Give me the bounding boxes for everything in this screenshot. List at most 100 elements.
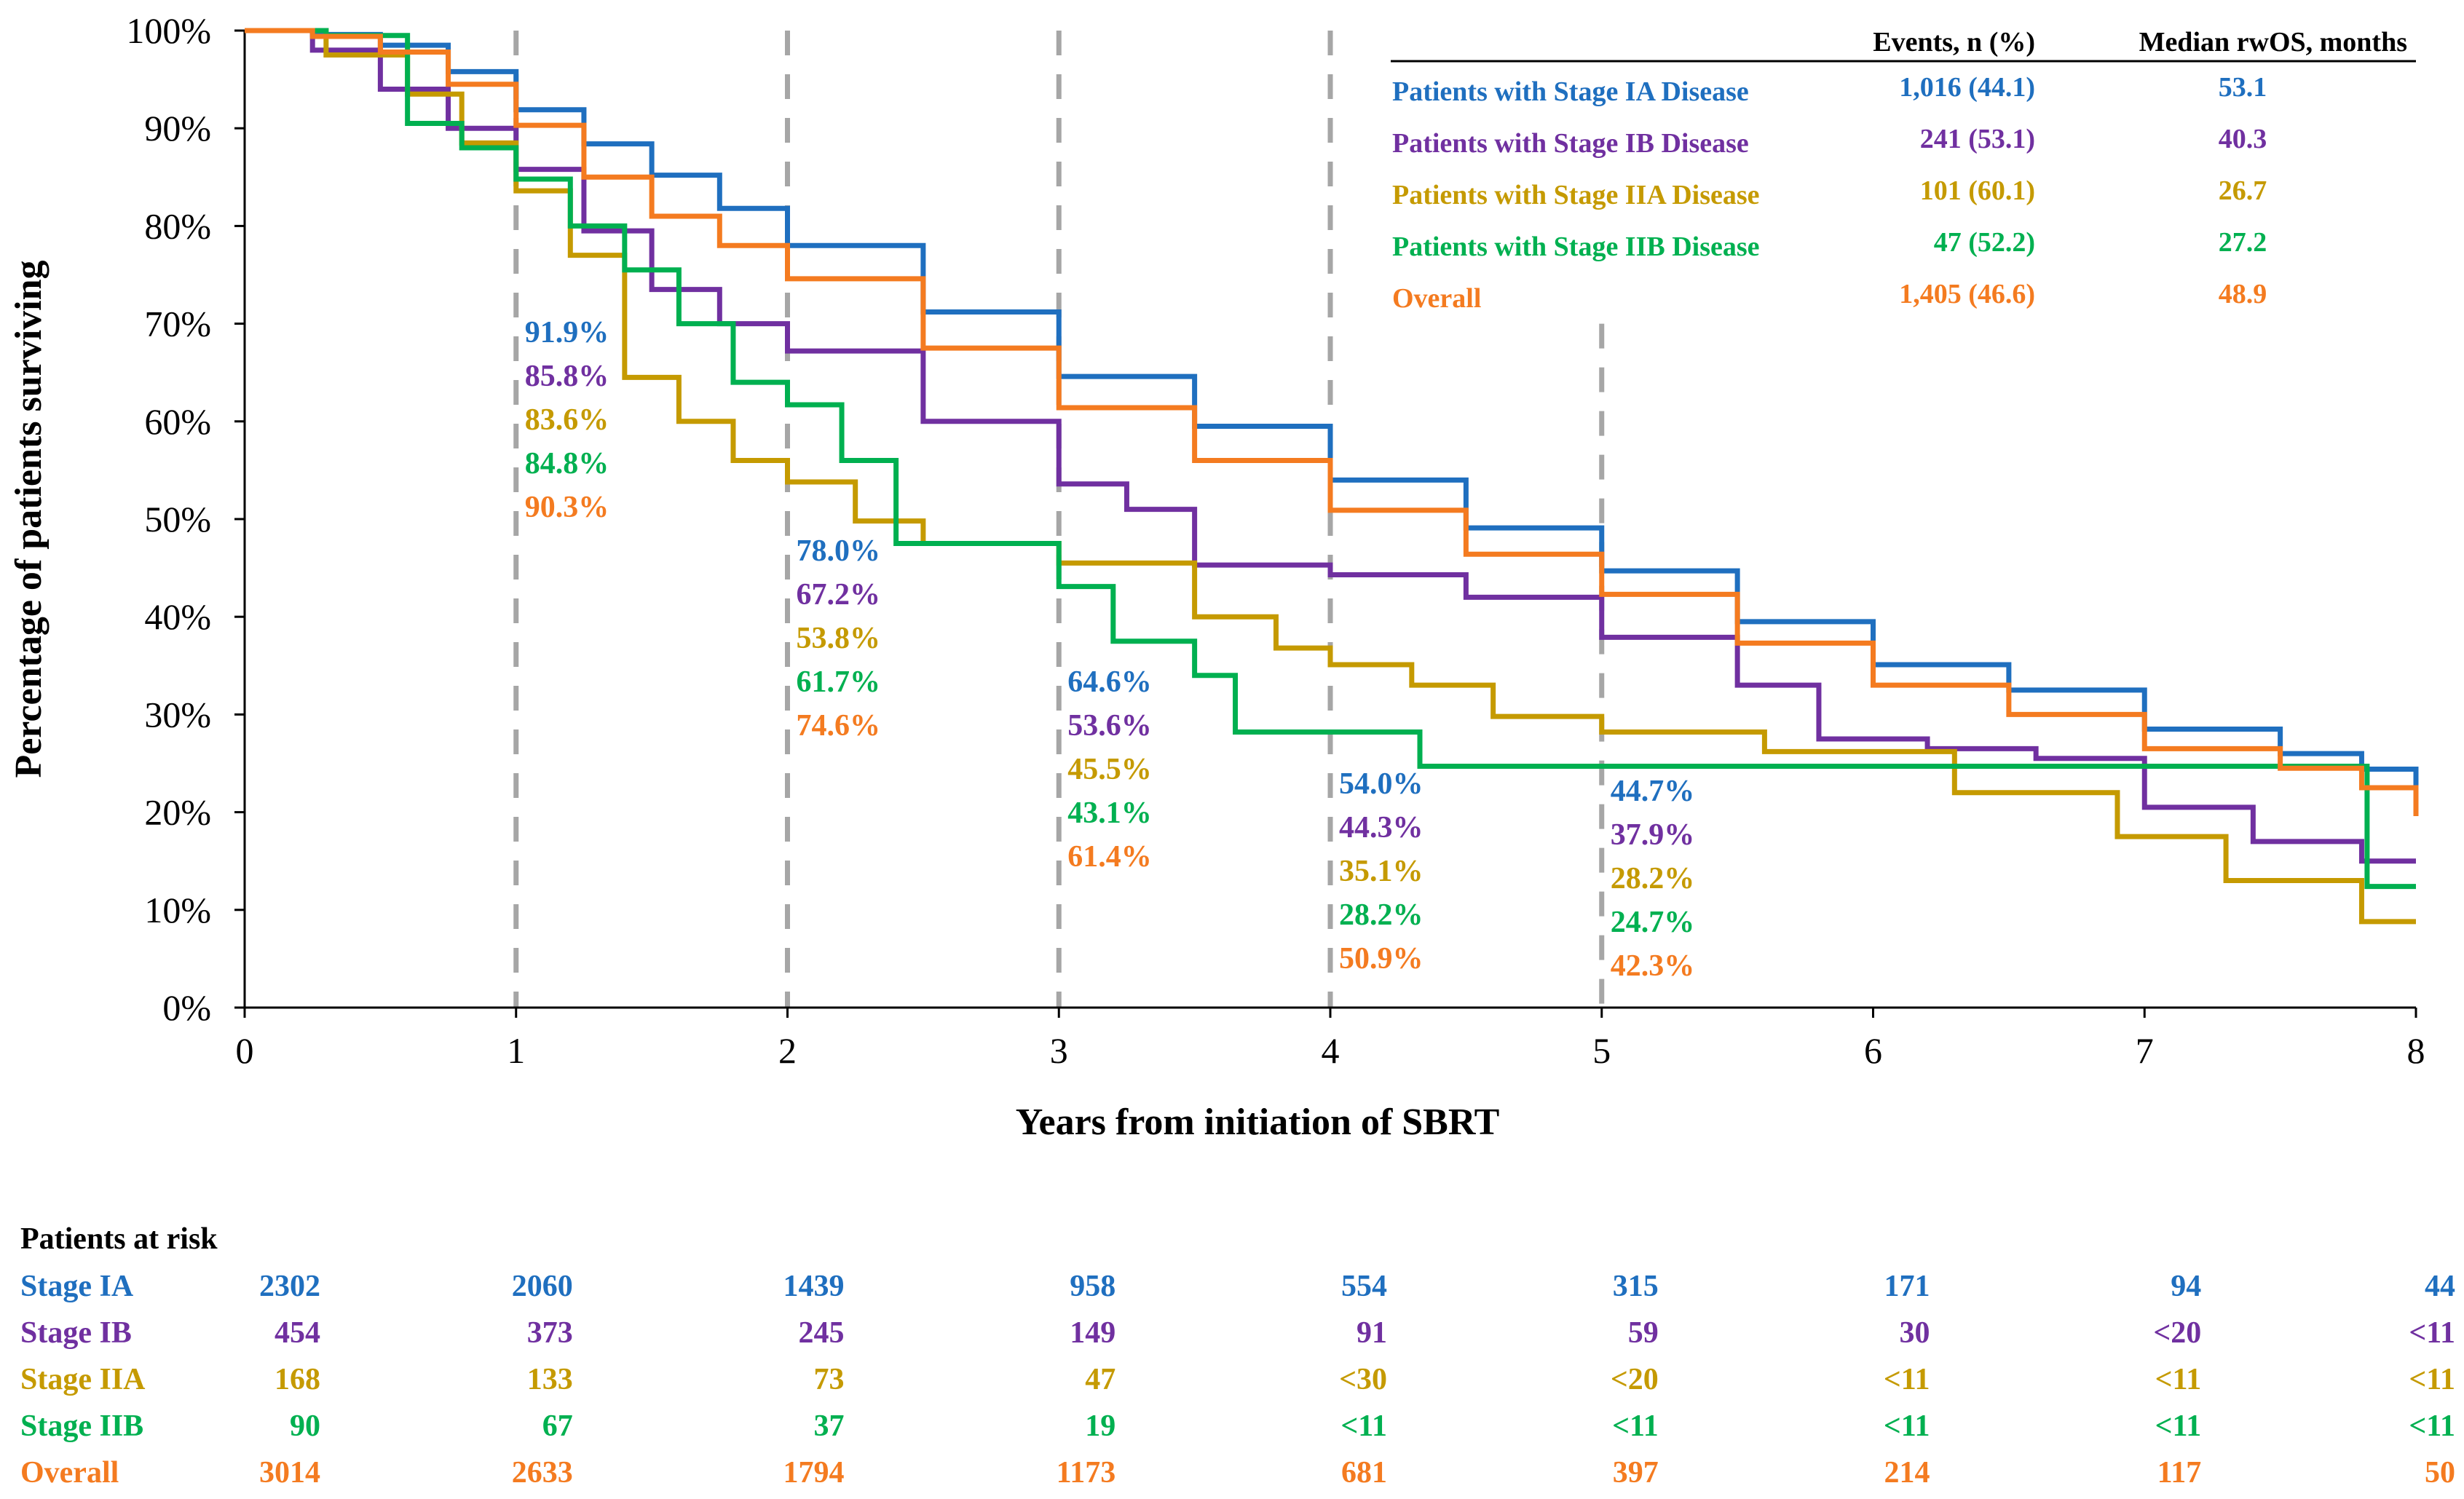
risk-cell: 44 (2425, 1270, 2455, 1303)
risk-cell: <11 (2155, 1363, 2202, 1396)
risk-cell: 117 (2157, 1456, 2202, 1490)
annotation-label: 64.6% (1067, 665, 1152, 699)
risk-row-label: Overall (20, 1456, 119, 1490)
annotation-label: 37.9% (1611, 818, 1695, 852)
risk-cell: 3014 (259, 1456, 320, 1490)
series-line-0 (245, 28, 2419, 795)
risk-cell: 2302 (259, 1270, 320, 1303)
annotation-label: 24.7% (1611, 906, 1695, 939)
legend-entry-median: 27.2 (2219, 227, 2267, 258)
annotation-label: 74.6% (797, 709, 881, 743)
annotation-label: 43.1% (1067, 796, 1152, 830)
annotation-label: 91.9% (525, 316, 609, 349)
y-tick-label: 90% (144, 108, 211, 149)
series-line-3 (245, 28, 2416, 890)
x-tick-label: 3 (1050, 1030, 1068, 1071)
risk-cell: <20 (2153, 1316, 2201, 1350)
risk-cell: 37 (814, 1409, 845, 1443)
legend-entry-events: 101 (60.1) (1920, 175, 2035, 206)
legend: Events, n (%) Median rwOS, months Patients… (1391, 27, 2416, 314)
axes: 0% 10% 20% 30% 40% 50% 60% 70% 80% 90% 100% 0 1 2 3 4 5 6… (8, 10, 2425, 1143)
annotation-label: 67.2% (797, 578, 881, 612)
series-line-4 (245, 28, 2419, 816)
legend-entry-events: 241 (53.1) (1920, 124, 2035, 154)
risk-cell: <11 (2155, 1409, 2202, 1443)
risk-cell: 149 (1070, 1316, 1115, 1350)
risk-row-label: Stage IA (20, 1270, 134, 1303)
x-axis-title: Years from initiation of SBRT (1016, 1101, 1500, 1143)
annotation-label: 35.1% (1339, 855, 1423, 888)
annotation-label: 42.3% (1611, 949, 1695, 983)
x-tick-label: 5 (1592, 1030, 1611, 1071)
risk-cell: <11 (1340, 1409, 1387, 1443)
y-tick-label: 40% (144, 596, 211, 637)
risk-cell: 1173 (1057, 1456, 1116, 1490)
x-tick-label: 7 (2136, 1030, 2154, 1071)
annotation-label: 28.2% (1339, 898, 1423, 932)
risk-cell: <11 (1884, 1409, 1930, 1443)
risk-cell: 73 (814, 1363, 845, 1396)
risk-cell: 59 (1628, 1316, 1659, 1350)
risk-cell: <20 (1611, 1363, 1659, 1396)
legend-entry-median: 40.3 (2219, 124, 2267, 154)
risk-cell: 168 (275, 1363, 320, 1396)
risk-cell: 958 (1070, 1270, 1115, 1303)
annotation-label: 44.3% (1339, 811, 1423, 845)
annotation-label: 61.7% (797, 665, 881, 699)
risk-table-title: Patients at risk (20, 1222, 218, 1256)
y-tick-label: 30% (144, 694, 211, 735)
y-tick-label: 20% (144, 792, 211, 833)
x-tick-label: 4 (1322, 1030, 1340, 1071)
risk-cell: 30 (1900, 1316, 1930, 1350)
risk-table: Patients at risk Stage IA 2302 2060 1439 958 5… (20, 1222, 2455, 1490)
legend-entry-name: Patients with Stage IB Disease (1392, 128, 1749, 159)
risk-row-label: Stage IIB (20, 1409, 143, 1443)
risk-cell: 681 (1341, 1456, 1387, 1490)
risk-cell: <11 (1612, 1409, 1659, 1443)
y-tick-label: 80% (144, 205, 211, 246)
legend-entry-events: 1,016 (44.1) (1899, 72, 2035, 103)
legend-entry-median: 26.7 (2219, 175, 2267, 206)
risk-cell: 171 (1884, 1270, 1930, 1303)
annotation-label: 54.0% (1339, 767, 1423, 801)
risk-cell: 315 (1613, 1270, 1659, 1303)
risk-cell: 50 (2425, 1456, 2455, 1490)
x-tick-label: 8 (2407, 1030, 2425, 1071)
annotation-label: 78.0% (797, 534, 881, 568)
risk-cell: <11 (2409, 1363, 2455, 1396)
risk-cell: 2633 (512, 1456, 573, 1490)
annotation-label: 28.2% (1611, 862, 1695, 895)
risk-cell: 554 (1341, 1270, 1387, 1303)
risk-cell: <30 (1339, 1363, 1387, 1396)
risk-cell: 47 (1085, 1363, 1115, 1396)
annotation-label: 85.8% (525, 360, 609, 393)
risk-cell: 67 (542, 1409, 573, 1443)
annotation-label: 61.4% (1067, 840, 1152, 874)
y-tick-label: 100% (126, 10, 211, 51)
risk-cell: <11 (2409, 1316, 2455, 1350)
risk-cell: 454 (275, 1316, 320, 1350)
legend-entry-name: Patients with Stage IIB Disease (1392, 232, 1760, 262)
risk-row-label: Stage IIA (20, 1363, 146, 1396)
risk-cell: <11 (2409, 1409, 2455, 1443)
x-tick-label: 0 (236, 1030, 254, 1071)
survival-annotations: 91.9% 85.8% 83.6% 84.8% 90.3% 78.0% 67.2% 53.8%… (525, 316, 1695, 983)
legend-entry-name: Overall (1392, 283, 1481, 314)
risk-cell: 1794 (783, 1456, 845, 1490)
risk-row-label: Stage IB (20, 1316, 132, 1350)
y-tick-label: 50% (144, 499, 211, 539)
risk-cell: 90 (290, 1409, 320, 1443)
annotation-label: 83.6% (525, 403, 609, 437)
y-axis-title: Percentage of patients surviving (8, 260, 50, 778)
x-tick-label: 2 (778, 1030, 797, 1071)
reference-lines (513, 31, 1605, 1008)
risk-cell: 1439 (783, 1270, 845, 1303)
legend-entry-events: 1,405 (46.6) (1899, 279, 2035, 309)
legend-entry-events: 47 (52.2) (1934, 227, 2035, 258)
y-tick-label: 70% (144, 304, 211, 344)
y-tick-label: 10% (144, 890, 211, 930)
legend-entry-name: Patients with Stage IIA Disease (1392, 180, 1760, 210)
survival-curves (245, 28, 2419, 925)
risk-cell: 245 (799, 1316, 845, 1350)
legend-entry-median: 48.9 (2219, 279, 2267, 309)
